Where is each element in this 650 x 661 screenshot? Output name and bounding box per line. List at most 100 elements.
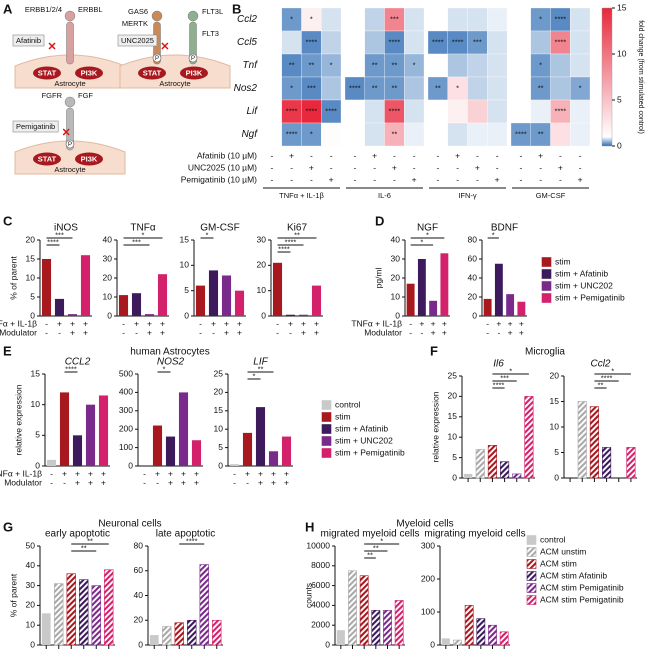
treatment-sign: - <box>290 162 293 172</box>
legend-label: stim + UNC202 <box>335 435 393 445</box>
heatmap-cell <box>510 7 531 32</box>
significance-label: *** <box>500 373 509 382</box>
condition-sign: + <box>496 318 501 328</box>
y-tick-label: 5 <box>554 447 559 457</box>
condition-sign: + <box>134 318 139 328</box>
heatmap-cell <box>510 76 531 101</box>
bar <box>483 298 492 316</box>
condition-sign: + <box>258 477 263 487</box>
condition-sign: - <box>246 477 249 487</box>
ligand <box>64 10 76 22</box>
treatment-sign: + <box>329 174 334 184</box>
treatment-sign: - <box>270 174 273 184</box>
condition-sign: + <box>155 468 160 478</box>
condition-sign: - <box>45 318 48 328</box>
chart-title: early apoptotic <box>45 529 110 540</box>
y-tick-label: 2000 <box>311 619 330 629</box>
y-tick-label: 0 <box>325 639 330 649</box>
heatmap-cell <box>364 99 385 124</box>
treatment-sign: - <box>476 174 479 184</box>
heatmap-cell <box>530 30 551 55</box>
condition-sign: - <box>233 468 236 478</box>
heatmap-cell <box>261 30 282 55</box>
y-tick-label: 20 <box>26 234 36 244</box>
phospho-label: P <box>155 56 159 62</box>
y-tick-label: 0 <box>261 310 266 320</box>
y-tick-label: 5 <box>452 452 457 462</box>
heatmap-cell <box>467 122 488 147</box>
legend-label: stim + UNC202 <box>555 280 613 290</box>
y-tick-label: 0 <box>430 639 435 649</box>
phospho-label: P <box>191 56 195 62</box>
heatmap-cell <box>467 53 488 78</box>
signal-node-label: PI3K <box>186 68 203 77</box>
treatment-sign: - <box>270 150 273 160</box>
cell-label: **** <box>389 106 401 115</box>
legend-swatch <box>526 571 537 581</box>
treatment-label: UNC2025 (10 µM) <box>188 162 257 172</box>
condition-sign: - <box>135 327 138 337</box>
cell-label: * <box>330 60 333 69</box>
y-tick-label: 15 <box>448 411 458 421</box>
legend-swatch <box>541 281 552 291</box>
significance-label: **** <box>493 380 505 389</box>
condition-sign: - <box>289 327 292 337</box>
treatment-sign: - <box>436 174 439 184</box>
bar <box>54 298 65 316</box>
bar <box>440 253 449 316</box>
heatmap-cell <box>321 7 342 32</box>
row-label: Tnf <box>243 60 259 71</box>
y-tick-label: 8000 <box>311 560 330 570</box>
heatmap-cell <box>404 7 425 32</box>
condition-sign: + <box>237 327 242 337</box>
bar <box>417 259 426 316</box>
chart-title: migrated myeloid cells <box>321 529 420 540</box>
legend-swatch <box>526 547 537 557</box>
condition-sign: - <box>497 327 500 337</box>
y-tick-label: 30 <box>26 580 36 590</box>
cell-label: Astrocyte <box>54 165 85 174</box>
bar <box>152 425 163 466</box>
bar <box>488 624 497 646</box>
y-tick-label: 15 <box>31 368 41 378</box>
legend-swatch <box>526 535 537 545</box>
treatment-sign: - <box>539 174 542 184</box>
condition-sign: + <box>508 327 513 337</box>
heatmap-cell <box>487 99 508 124</box>
panel-label: B <box>232 1 241 16</box>
bar <box>494 263 503 316</box>
condition-sign: + <box>519 318 524 328</box>
bar <box>359 575 369 646</box>
heatmap-cell <box>530 99 551 124</box>
colorbar-title: fold change (from stimulated control) <box>637 20 644 134</box>
significance-label: **** <box>47 237 59 246</box>
group-title: Microglia <box>525 347 565 358</box>
y-tick-label: 10 <box>31 399 41 409</box>
significance-label: *** <box>55 230 64 239</box>
y-tick-label: 300 <box>119 405 133 415</box>
treatment-sign: - <box>330 150 333 160</box>
ligand-label: FLT3L <box>202 7 223 16</box>
cell-label: **** <box>555 37 567 46</box>
row-label: Ngf <box>241 129 258 140</box>
condition-sign: + <box>88 477 93 487</box>
y-tick-label: 20 <box>214 387 224 397</box>
treatment-sign: + <box>289 150 294 160</box>
treatment-sign: - <box>579 150 582 160</box>
cell-label: **** <box>555 106 567 115</box>
bar <box>512 473 522 479</box>
bar <box>157 274 168 316</box>
bar <box>336 630 345 645</box>
condition-sign: + <box>168 477 173 487</box>
receptor-label: ERBB1/2/4 <box>25 5 62 14</box>
ligand <box>187 10 199 22</box>
treatment-sign: - <box>353 150 356 160</box>
condition-sign: + <box>194 468 199 478</box>
condition-sign: + <box>181 468 186 478</box>
y-tick-label: 10 <box>26 272 36 282</box>
chart-title: TNFα <box>130 223 155 234</box>
legend-swatch <box>526 595 537 605</box>
heatmap-cell <box>404 76 425 101</box>
colorbar-tick-label: 15 <box>617 2 627 12</box>
cell-label: * <box>290 14 293 23</box>
